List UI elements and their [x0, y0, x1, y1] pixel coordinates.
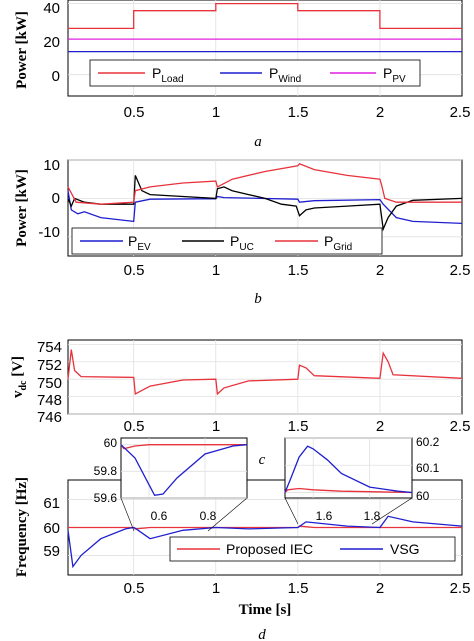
- x-tick-b-2: 2: [376, 262, 384, 279]
- legend-a: PLoad PWind PPV: [89, 59, 421, 87]
- inset-2: 60.2 60.1 60 1.6 1.8: [284, 435, 440, 523]
- y-tick-c-754: 754: [37, 339, 62, 356]
- y-tick-d-61: 61: [43, 495, 60, 512]
- x-tick-a-0.5: 0.5: [124, 104, 145, 121]
- y-axis-label-a: Power [kW]: [14, 11, 30, 89]
- y-tick-b-10: 10: [43, 157, 60, 174]
- x-tick-a-2: 2: [376, 104, 384, 121]
- inset-1-lines: [120, 444, 248, 497]
- y-tick-c-752: 752: [37, 357, 62, 374]
- inset-2-y-tick-60.2: 60.2: [416, 435, 440, 449]
- inset-1-x-tick-0.6: 0.6: [151, 509, 168, 523]
- legend-label-iec: Proposed IEC: [226, 541, 313, 557]
- x-tick-a-1.5: 1.5: [288, 104, 309, 121]
- panel-c: 754 752 750 748 746 0.5 1 1.5 2 2.5 vdc …: [10, 339, 470, 468]
- legend-d: Proposed IEC VSG: [169, 536, 456, 562]
- x-tick-d-1: 1: [212, 580, 220, 597]
- series-lines-d: [67, 515, 463, 569]
- legend-b: PEV PUC PGrid: [71, 227, 383, 255]
- inset-2-x-tick-1.6: 1.6: [316, 509, 333, 523]
- x-tick-c-1: 1: [212, 418, 220, 435]
- inset-1-y-tick-59.6: 59.6: [94, 491, 118, 505]
- panel-b-series-2-line: [67, 163, 462, 205]
- x-tick-b-0.5: 0.5: [124, 262, 145, 279]
- x-tick-d-1.5: 1.5: [288, 580, 309, 597]
- inset-1-series-0-line: [120, 444, 247, 450]
- caption-b: b: [254, 291, 262, 307]
- y-tick-d-59: 59: [43, 543, 60, 560]
- y-tick-a-20: 20: [43, 34, 60, 51]
- legend-label-ev: PEV: [128, 233, 151, 253]
- legend-label-uc: PUC: [230, 233, 254, 253]
- y-tick-d-60: 60: [43, 520, 60, 537]
- y-axis-label-d: Frequency [Hz]: [14, 477, 30, 577]
- series-lines-c: [67, 349, 463, 396]
- y-tick-c-750: 750: [37, 375, 62, 392]
- x-tick-c-2.5: 2.5: [450, 418, 471, 435]
- legend-label-vsg: VSG: [390, 541, 420, 557]
- inset-2-y-tick-60.1: 60.1: [416, 461, 440, 475]
- y-tick-a-40: 40: [43, 0, 60, 17]
- x-tick-d-2.5: 2.5: [450, 580, 471, 597]
- y-tick-c-748: 748: [37, 392, 62, 409]
- inset-1-y-tick-60: 60: [104, 436, 118, 450]
- x-tick-c-1.5: 1.5: [288, 418, 309, 435]
- inset-2-x-tick-1.8: 1.8: [364, 509, 381, 523]
- x-tick-b-2.5: 2.5: [450, 262, 471, 279]
- inset-1-x-tick-0.8: 0.8: [200, 509, 217, 523]
- x-tick-a-1: 1: [212, 104, 220, 121]
- legend-box-b: [71, 227, 383, 255]
- zoom-connectors: [120, 497, 413, 532]
- y-axis-label-c: vdc [V]: [10, 356, 29, 398]
- caption-a: a: [254, 134, 262, 150]
- x-tick-c-2: 2: [376, 418, 384, 435]
- inset-2-series-0-line: [284, 487, 413, 494]
- series-lines-b: [67, 163, 463, 232]
- inset-1-y-tick-59.8: 59.8: [94, 464, 118, 478]
- panel-c-series-0-line: [67, 349, 463, 396]
- x-axis-label-d: Time [s]: [239, 602, 292, 618]
- legend-label-grid: PGrid: [324, 233, 352, 253]
- x-tick-c-0.5: 0.5: [124, 418, 145, 435]
- panel-b: 10 0 -10 0.5 1 1.5 2 2.5 Power [kW] PEV …: [14, 157, 470, 307]
- inset-2-series-1-line: [284, 445, 413, 494]
- legend-label-wind: PWind: [269, 65, 301, 85]
- caption-d: d: [258, 627, 266, 641]
- panel-a-series-0-line: [68, 2, 462, 30]
- inset-2-lines: [284, 445, 413, 494]
- x-tick-d-2: 2: [376, 580, 384, 597]
- y-axis-label-b: Power [kW]: [14, 169, 30, 247]
- x-tick-a-2.5: 2.5: [450, 104, 471, 121]
- legend-label-load: PLoad: [152, 65, 184, 85]
- panel-d: 61 60 59 0.5 1 1.5 2 2.5 Frequency [Hz] …: [14, 435, 470, 641]
- panel-b-series-1-line: [67, 175, 463, 232]
- panel-a: 40 20 0 0.5 1 1.5 2 2.5 Power [kW] PLoad…: [14, 0, 470, 150]
- y-tick-a-0: 0: [52, 68, 60, 85]
- panel-d-series-1-line: [67, 515, 463, 569]
- x-tick-d-0.5: 0.5: [124, 580, 145, 597]
- x-tick-b-1.5: 1.5: [288, 262, 309, 279]
- inset-1-series-1-line: [120, 444, 248, 497]
- caption-c: c: [259, 452, 266, 468]
- y-tick-c-746: 746: [37, 409, 62, 426]
- inset-1: 60 59.8 59.6 0.6 0.8: [94, 436, 248, 523]
- legend-label-pv: PPV: [383, 65, 406, 85]
- x-tick-b-1: 1: [212, 262, 220, 279]
- series-lines-a: [68, 2, 462, 53]
- panel-b-series-0-line: [67, 190, 463, 225]
- y-tick-b-0: 0: [52, 190, 60, 207]
- inset-2-y-tick-60: 60: [416, 489, 430, 503]
- y-tick-b-neg10: -10: [38, 224, 60, 241]
